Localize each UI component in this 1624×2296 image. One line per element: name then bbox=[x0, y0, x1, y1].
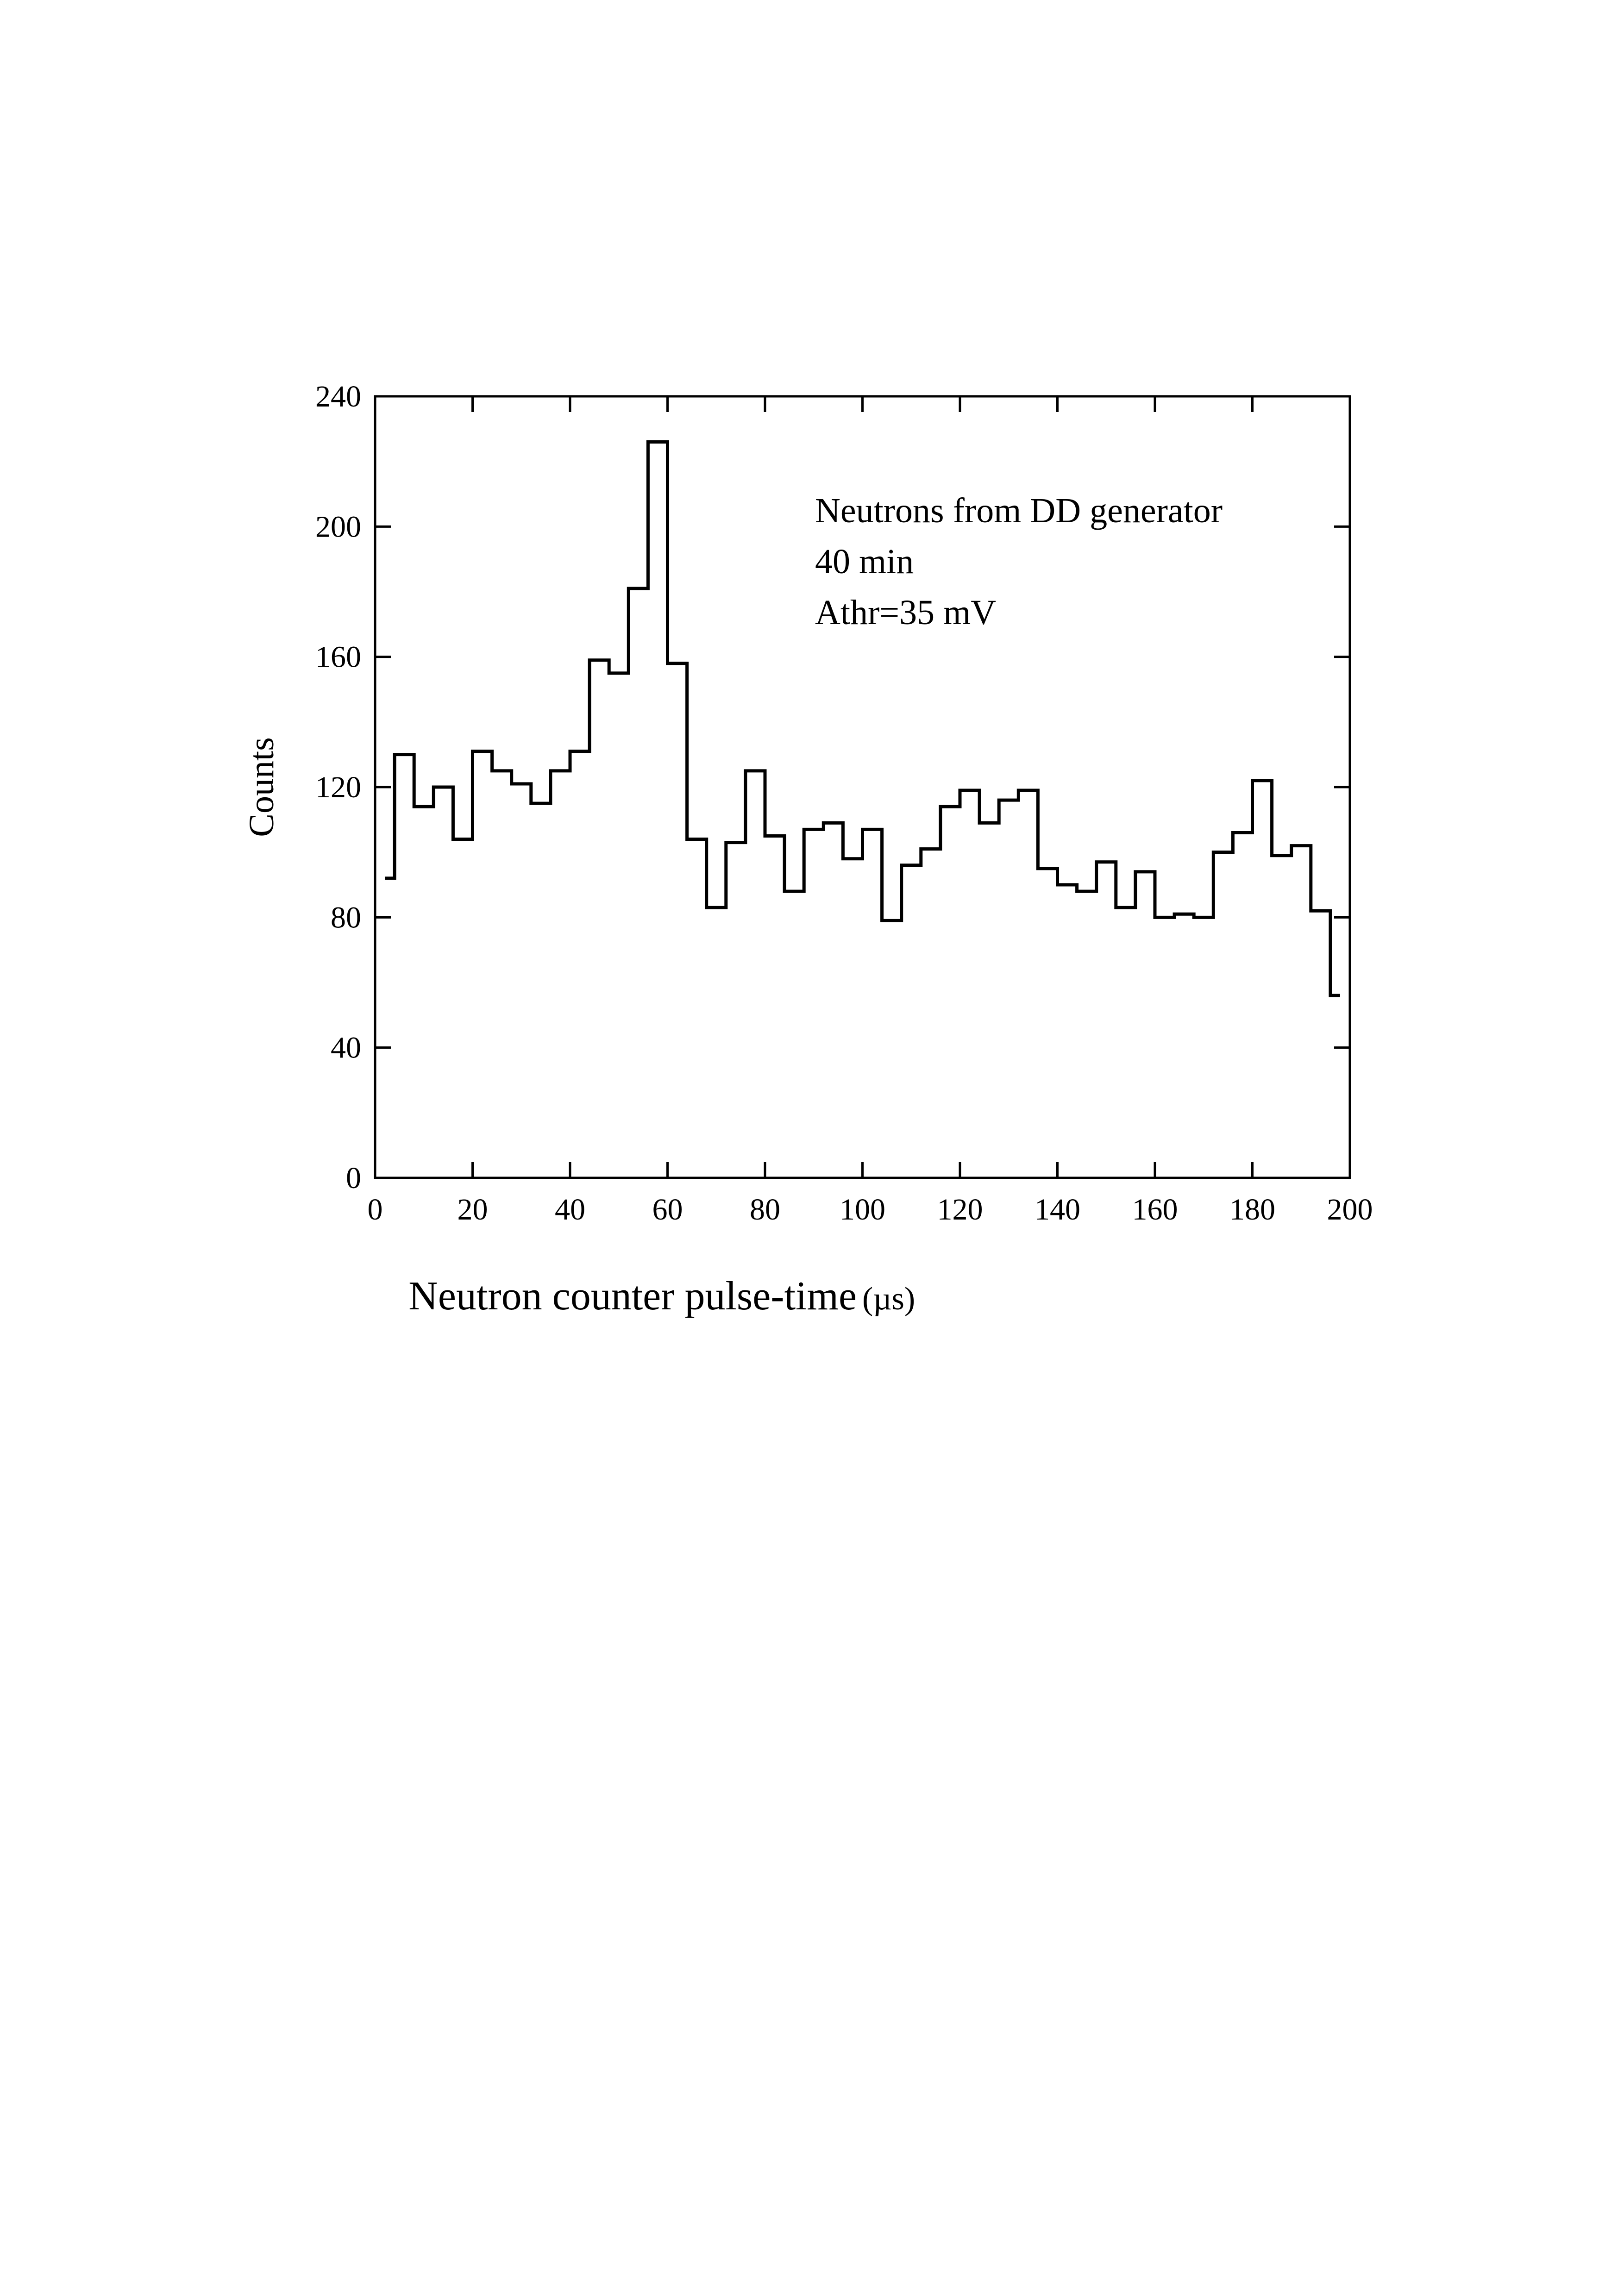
x-tick-label: 80 bbox=[750, 1193, 780, 1226]
histogram-series bbox=[385, 440, 1340, 997]
axis-tick-labels: 0 20 40 60 80 100 120 140 160 180 200 0 40 80 120 160 20… bbox=[315, 380, 1373, 1226]
x-tick-label: 140 bbox=[1035, 1193, 1080, 1226]
x-axis-title: Neutron counter pulse-time bbox=[408, 1274, 857, 1319]
y-tick-label: 120 bbox=[315, 770, 361, 804]
x-axis-unit: (µs) bbox=[862, 1281, 915, 1317]
x-tick-label: 0 bbox=[368, 1193, 383, 1226]
x-tick-label: 200 bbox=[1327, 1193, 1373, 1226]
annotation-source: Neutrons from DD generator bbox=[815, 491, 1223, 530]
x-tick-label: 40 bbox=[555, 1193, 585, 1226]
y-tick-label: 40 bbox=[331, 1031, 361, 1065]
x-tick-label: 60 bbox=[652, 1193, 683, 1226]
annotation-threshold: Athr=35 mV bbox=[815, 593, 996, 632]
y-tick-label: 80 bbox=[331, 901, 361, 934]
y-axis-title: Counts bbox=[242, 737, 281, 837]
annotation-block: Neutrons from DD generator 40 min Athr=3… bbox=[815, 491, 1223, 632]
annotation-duration: 40 min bbox=[815, 542, 914, 581]
y-tick-label: 200 bbox=[315, 510, 361, 544]
x-tick-label: 20 bbox=[458, 1193, 488, 1226]
y-tick-label: 240 bbox=[315, 380, 361, 413]
x-tick-label: 100 bbox=[840, 1193, 885, 1226]
y-tick-label: 160 bbox=[315, 640, 361, 674]
y-tick-label: 0 bbox=[346, 1161, 361, 1195]
axis-ticks bbox=[374, 395, 1351, 1179]
x-tick-label: 120 bbox=[937, 1193, 983, 1226]
x-tick-label: 180 bbox=[1229, 1193, 1275, 1226]
x-tick-label: 160 bbox=[1132, 1193, 1178, 1226]
